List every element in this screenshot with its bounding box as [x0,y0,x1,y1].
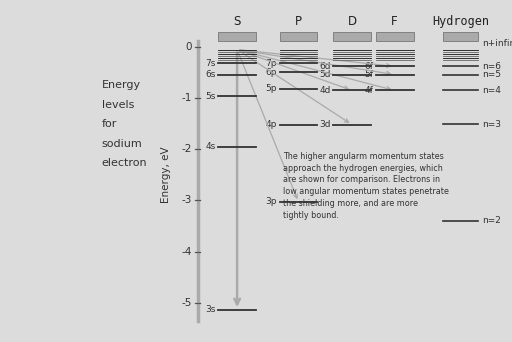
Text: -1: -1 [182,93,192,103]
Text: P: P [295,14,302,27]
Text: -3: -3 [182,195,192,206]
Text: 6s: 6s [205,70,216,79]
Text: S: S [233,14,241,27]
Text: 0: 0 [185,42,192,52]
Text: 3p: 3p [266,197,277,207]
Text: 5d: 5d [319,70,331,79]
Text: 6p: 6p [266,67,277,77]
Bar [333,31,371,41]
Bar [376,31,414,41]
Text: 4d: 4d [319,86,331,95]
Text: -2: -2 [182,144,192,154]
Text: 5f: 5f [364,70,373,79]
Text: Hydrogen: Hydrogen [432,14,489,27]
Bar [443,31,478,41]
Text: 4p: 4p [266,120,277,129]
Text: n=2: n=2 [482,216,501,225]
Text: F: F [391,14,398,27]
Text: electron: electron [101,158,147,168]
Text: The higher angularm momentum states
approach the hydrogen energies, which
are sh: The higher angularm momentum states appr… [283,152,449,220]
Text: Energy, eV: Energy, eV [161,146,171,203]
Text: n=3: n=3 [482,120,501,129]
Text: 6f: 6f [364,62,373,71]
Text: 4s: 4s [205,142,216,151]
Text: sodium: sodium [101,139,142,149]
Text: 5p: 5p [266,84,277,93]
Text: 4f: 4f [365,86,373,95]
Text: 3d: 3d [319,120,331,129]
Text: n=5: n=5 [482,70,501,79]
Text: levels: levels [101,100,134,110]
Text: for: for [101,119,117,129]
Text: D: D [348,14,357,27]
Bar [218,31,256,41]
Text: n=4: n=4 [482,86,501,95]
Text: -5: -5 [182,298,192,308]
Text: n+infinity: n+infinity [482,39,512,48]
Text: Energy: Energy [101,80,141,90]
Text: 7s: 7s [205,59,216,68]
Text: 7p: 7p [266,59,277,68]
Text: -4: -4 [182,247,192,256]
Text: 5s: 5s [205,92,216,101]
Bar [280,31,317,41]
Text: n=6: n=6 [482,62,501,71]
Text: 3s: 3s [205,305,216,314]
Text: 6d: 6d [319,62,331,71]
